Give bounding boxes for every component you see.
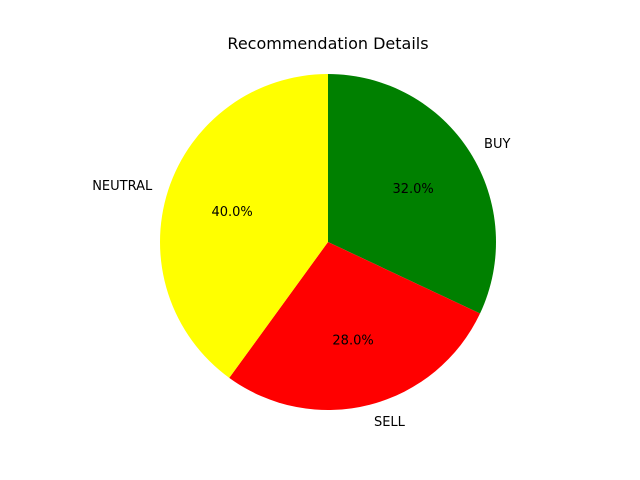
percent-label-neutral: 40.0% <box>211 205 252 220</box>
chart-title: Recommendation Details <box>227 34 428 53</box>
percent-label-sell: 28.0% <box>332 334 373 349</box>
slice-label-sell: SELL <box>374 415 406 430</box>
slice-label-buy: BUY <box>484 137 510 152</box>
percent-label-buy: 32.0% <box>392 182 433 197</box>
pie-slice-sell <box>229 242 481 410</box>
pie-labels: BUY 32.0% SELL 28.0% NEUTRAL 40.0% <box>92 137 510 430</box>
pie-slices <box>159 74 496 410</box>
pie-slice-neutral <box>159 74 328 378</box>
pie-slice-buy <box>328 74 496 314</box>
slice-label-neutral: NEUTRAL <box>92 179 153 194</box>
